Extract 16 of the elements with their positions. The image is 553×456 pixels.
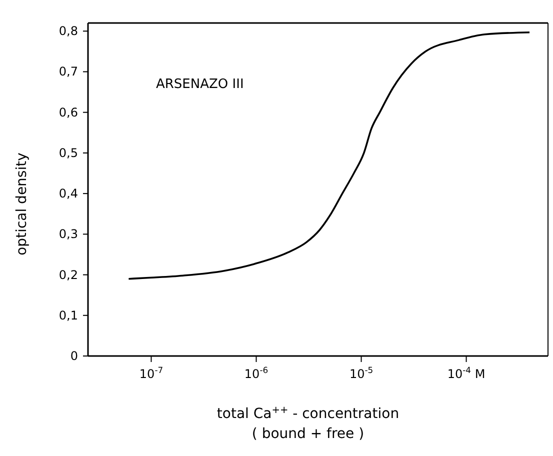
y-tick-label: 0,2 [58, 268, 78, 282]
y-tick-label: 0,3 [58, 227, 78, 242]
x-tick-label: 10$^{-6}$ [244, 365, 268, 381]
x-tick-label: 10$^{-5}$ [349, 365, 374, 381]
x-tick-label: 10$^{-7}$ [139, 365, 164, 381]
x-axis-title: total Ca$^{++}$ - concentration ( bound + free ) [216, 404, 400, 442]
y-tick-label: 0,1 [58, 308, 78, 322]
y-tick-label: 0,8 [58, 24, 78, 38]
x-tick-label: 10$^{-4}$ M [447, 365, 486, 381]
y-axis-title: optical density [14, 152, 30, 256]
y-tick-label: 0,7 [58, 64, 78, 79]
y-tick-label: 0,6 [58, 105, 78, 120]
y-tick-label: 0,4 [58, 186, 78, 201]
y-tick-label: 0,5 [58, 146, 78, 160]
y-tick-label: 0 [70, 349, 78, 363]
annotation: ARSENAZO III [156, 77, 244, 92]
